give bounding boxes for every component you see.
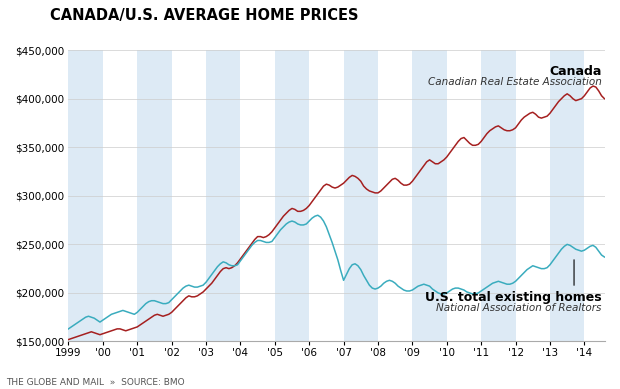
Bar xyxy=(550,50,585,342)
Text: CANADA/U.S. AVERAGE HOME PRICES: CANADA/U.S. AVERAGE HOME PRICES xyxy=(50,8,358,23)
Bar xyxy=(412,50,447,342)
Text: Canadian Real Estate Association: Canadian Real Estate Association xyxy=(428,77,601,87)
Text: THE GLOBE AND MAIL  »  SOURCE: BMO: THE GLOBE AND MAIL » SOURCE: BMO xyxy=(6,378,185,387)
Bar xyxy=(68,50,103,342)
Bar xyxy=(137,50,172,342)
Text: Canada: Canada xyxy=(549,65,601,78)
Bar xyxy=(275,50,309,342)
Text: National Association of Realtors: National Association of Realtors xyxy=(436,303,601,313)
Bar xyxy=(343,50,378,342)
Bar xyxy=(481,50,516,342)
Bar xyxy=(206,50,241,342)
Text: U.S. total existing homes: U.S. total existing homes xyxy=(425,291,601,304)
